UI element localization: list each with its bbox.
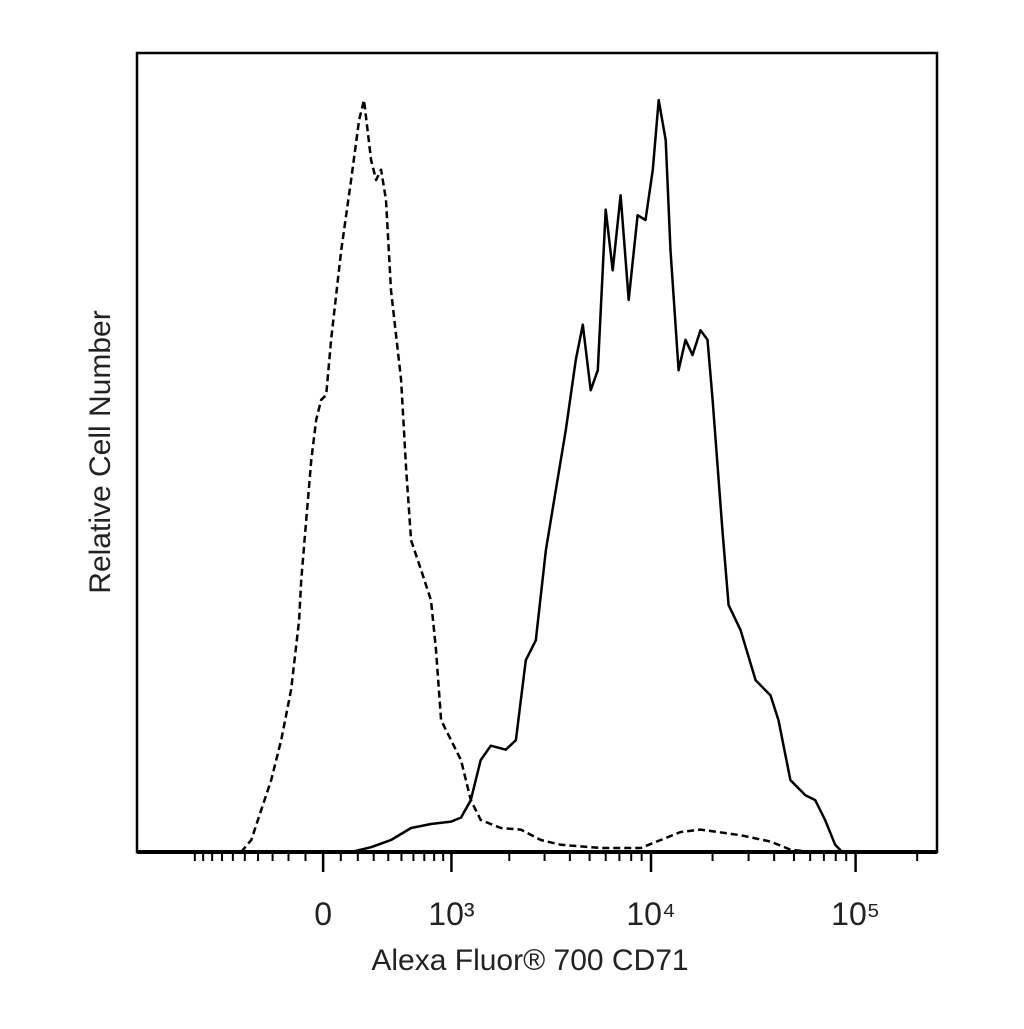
y-axis-title: Relative Cell Number <box>84 310 117 593</box>
control-histogram <box>240 98 811 854</box>
x-tick-label: 10⁴ <box>626 896 675 932</box>
stained-histogram <box>350 98 844 854</box>
x-tick-label: 10³ <box>428 896 475 932</box>
x-axis-title: Alexa Fluor® 700 CD71 <box>371 944 688 977</box>
x-tick-label: 0 <box>314 896 332 932</box>
x-tick-label: 10⁵ <box>831 896 880 932</box>
plot-frame <box>135 51 939 854</box>
